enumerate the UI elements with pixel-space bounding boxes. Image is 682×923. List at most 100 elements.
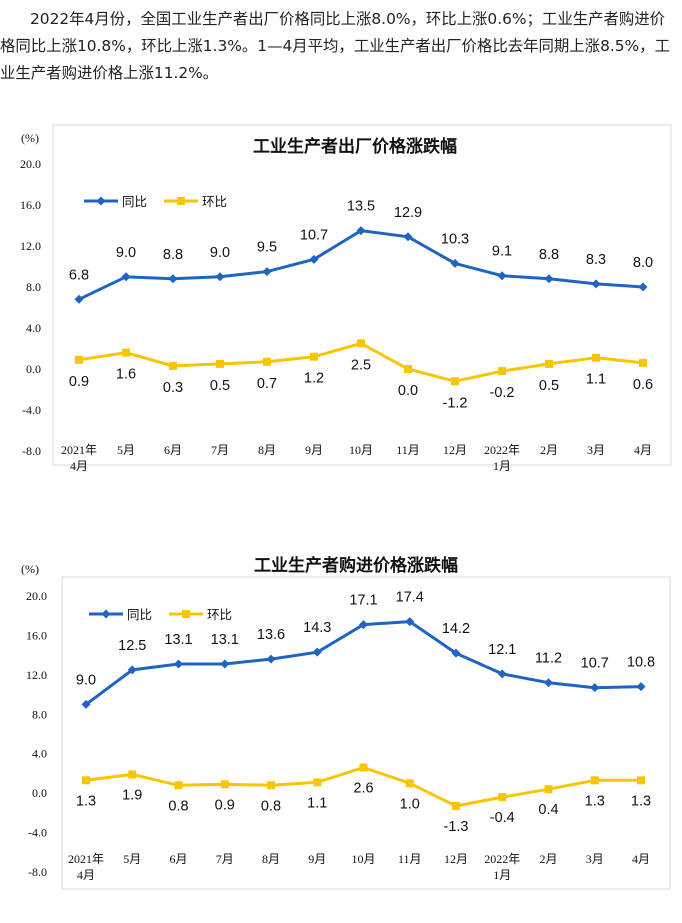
chart-title: 工业生产者出厂价格涨跌幅: [253, 136, 457, 157]
data-point-marker: [544, 785, 553, 794]
data-point-marker: [639, 358, 647, 367]
x-category-label: 2022年: [484, 443, 520, 457]
data-label: 2.5: [351, 357, 371, 373]
y-tick-label: -8.0: [28, 865, 47, 879]
x-category-label: 4月: [70, 459, 88, 473]
x-category-label: 4月: [632, 852, 650, 866]
data-point-marker: [215, 272, 225, 282]
y-tick-label: -4.0: [28, 826, 47, 840]
data-label: 9.0: [76, 672, 96, 688]
data-point-marker: [82, 776, 90, 785]
y-tick-label: 4.0: [32, 747, 47, 761]
data-point-marker: [169, 361, 177, 370]
data-label: 0.5: [539, 378, 559, 394]
data-label: 17.4: [396, 590, 424, 606]
data-point-marker: [497, 271, 507, 281]
y-tick-label: -8.0: [22, 444, 41, 458]
data-point-marker: [637, 776, 645, 785]
data-point-marker: [590, 683, 600, 693]
data-point-marker: [220, 780, 229, 789]
data-label: 9.0: [210, 245, 230, 261]
y-axis-unit-label: (%): [21, 562, 39, 576]
data-label: 10.7: [581, 656, 609, 672]
x-category-label: 1月: [493, 868, 511, 882]
y-axis-unit-label: (%): [21, 131, 39, 145]
x-category-label: 6月: [169, 852, 187, 866]
data-label: 1.6: [116, 367, 136, 383]
data-point-marker: [359, 620, 368, 630]
data-label: 8.8: [539, 247, 559, 263]
data-point-marker: [591, 279, 601, 289]
data-point-marker: [263, 357, 271, 366]
data-point-marker: [74, 294, 84, 304]
data-label: -1.3: [444, 819, 469, 835]
x-category-label: 3月: [587, 443, 605, 457]
data-point-marker: [638, 282, 648, 292]
x-category-label: 7月: [216, 852, 234, 866]
legend-marker: [101, 609, 111, 619]
x-category-label: 8月: [262, 852, 280, 866]
data-label: 8.8: [163, 247, 183, 263]
y-tick-label: 16.0: [20, 198, 41, 212]
data-label: -0.2: [490, 385, 515, 401]
data-label: 13.1: [164, 632, 192, 648]
legend-label-mom: 环比: [202, 194, 227, 209]
ppi-input-chart: 工业生产者购进价格涨跌幅 (%) 20.0 16.0 12.0 8.0 4.0 0.0 -4.0…: [21, 555, 671, 890]
y-tick-label: 4.0: [26, 321, 41, 335]
data-label: 1.3: [76, 793, 96, 809]
data-point-marker: [216, 359, 224, 368]
data-label: 14.2: [442, 621, 470, 637]
data-label: 12.5: [118, 638, 146, 654]
data-point-marker: [450, 258, 460, 268]
y-tick-label: 12.0: [26, 668, 47, 682]
data-point-marker: [122, 348, 130, 357]
y-tick-label: 20.0: [20, 157, 41, 171]
x-category-label: 6月: [164, 443, 182, 457]
legend-marker: [177, 197, 185, 205]
data-point-marker: [498, 793, 507, 802]
chart-title: 工业生产者购进价格涨跌幅: [254, 555, 458, 576]
data-label: 0.8: [261, 798, 281, 814]
y-tick-label: 12.0: [20, 239, 41, 253]
data-point-marker: [452, 801, 460, 810]
y-tick-label: 0.0: [32, 786, 47, 800]
data-label: 1.0: [400, 796, 420, 812]
data-label: 1.3: [631, 793, 651, 809]
data-point-marker: [451, 648, 461, 658]
x-category-label: 3月: [586, 852, 604, 866]
y-tick-label: -4.0: [22, 403, 41, 417]
data-label: 9.1: [492, 244, 512, 260]
x-category-label: 11月: [398, 852, 422, 866]
data-point-marker: [128, 770, 137, 779]
data-label: 2.6: [353, 781, 373, 797]
data-label: 12.9: [394, 205, 422, 221]
x-category-label: 2021年: [61, 443, 97, 457]
data-label: 8.3: [586, 252, 606, 268]
data-point-marker: [497, 669, 507, 679]
data-label: 1.2: [304, 371, 324, 387]
data-label: 0.6: [633, 377, 653, 393]
legend-label-yoy: 同比: [122, 194, 147, 209]
data-label: 0.9: [215, 797, 235, 813]
data-label: 10.7: [300, 227, 328, 243]
legend-marker: [182, 610, 190, 618]
x-category-label: 2021年: [68, 852, 104, 866]
data-label: -0.4: [490, 810, 515, 826]
x-category-label: 8月: [258, 443, 276, 457]
data-label: 13.1: [211, 632, 239, 648]
y-tick-label: 20.0: [26, 589, 47, 603]
data-point-marker: [174, 781, 183, 790]
x-category-label: 12月: [444, 852, 468, 866]
data-point-marker: [262, 267, 272, 277]
legend-marker: [96, 196, 106, 206]
data-label: 13.5: [347, 199, 375, 215]
data-label: 6.8: [69, 267, 89, 283]
data-label: 0.8: [168, 798, 188, 814]
x-category-label: 10月: [349, 443, 373, 457]
data-point-marker: [405, 779, 414, 788]
data-point-marker: [545, 359, 553, 368]
x-category-label: 7月: [211, 443, 229, 457]
legend-label-yoy: 同比: [127, 607, 152, 622]
y-tick-label: 16.0: [26, 628, 47, 642]
data-label: 0.0: [398, 383, 418, 399]
